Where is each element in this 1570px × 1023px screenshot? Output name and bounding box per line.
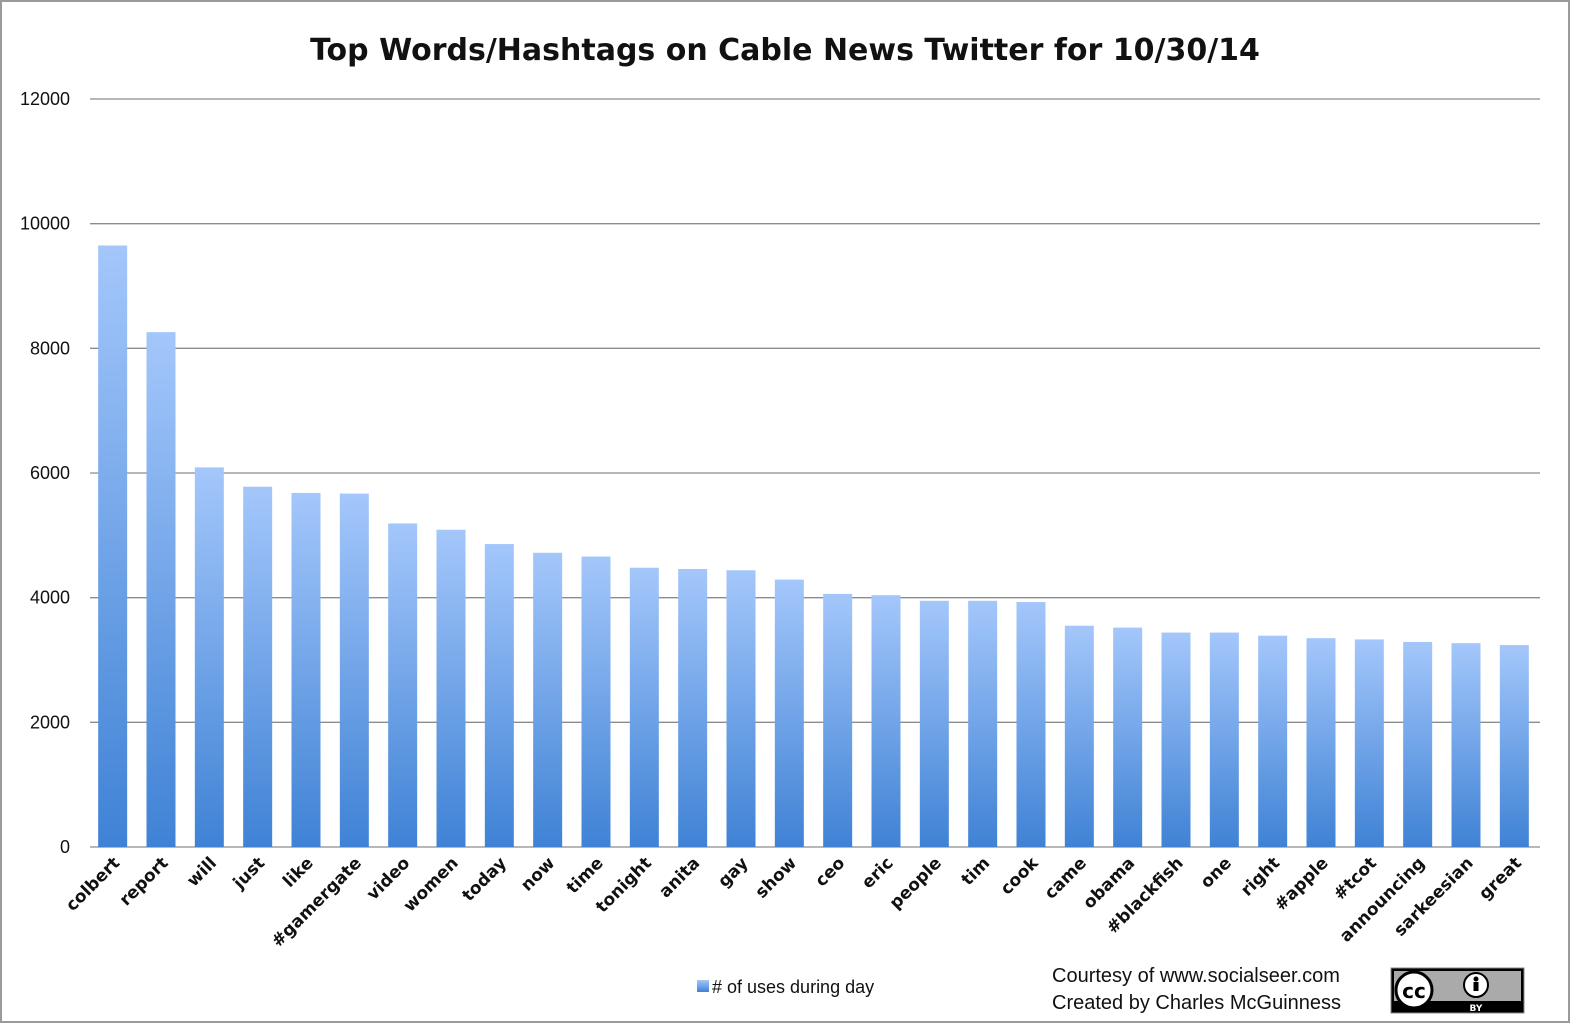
cc-by-icon: cc BY bbox=[1390, 967, 1525, 1014]
y-tick-label: 10000 bbox=[20, 214, 70, 234]
bar-colbert bbox=[98, 245, 128, 847]
y-tick-label: 2000 bbox=[30, 712, 70, 732]
bar-now bbox=[533, 552, 563, 847]
y-tick-label: 0 bbox=[60, 837, 70, 857]
x-tick-label: people bbox=[886, 853, 946, 913]
bar-time bbox=[581, 556, 611, 847]
gridlines bbox=[90, 98, 1540, 848]
bar-sarkeesian bbox=[1451, 643, 1481, 847]
x-tick-label: will bbox=[183, 853, 221, 891]
bar-right bbox=[1258, 635, 1288, 847]
x-tick-label: #apple bbox=[1271, 853, 1333, 915]
x-tick-label: eric bbox=[858, 853, 897, 892]
bar-announcing bbox=[1403, 641, 1433, 847]
bar-obama bbox=[1113, 627, 1143, 847]
legend-label: # of uses during day bbox=[712, 977, 874, 997]
y-axis-ticks: 0 2000 4000 6000 8000 10000 12000 bbox=[20, 89, 70, 857]
x-tick-label: announcing bbox=[1336, 853, 1429, 946]
x-tick-label: cook bbox=[997, 853, 1043, 899]
y-tick-label: 12000 bbox=[20, 89, 70, 109]
bar-tonight bbox=[629, 567, 659, 847]
bar-just bbox=[243, 486, 273, 847]
cc-by-text: BY bbox=[1470, 1004, 1483, 1014]
bar-women bbox=[436, 529, 466, 847]
x-tick-label: today bbox=[459, 853, 511, 905]
x-tick-label: one bbox=[1197, 853, 1236, 892]
credit-line-2: Created by Charles McGuinness bbox=[1052, 992, 1341, 1014]
bar-hashtag-blackfish bbox=[1161, 632, 1191, 847]
x-tick-label: colbert bbox=[62, 853, 124, 915]
x-tick-label: anita bbox=[655, 853, 704, 902]
bar-today bbox=[484, 544, 514, 847]
x-tick-label: great bbox=[1475, 853, 1526, 904]
x-tick-label: show bbox=[752, 853, 801, 902]
svg-text:cc: cc bbox=[1402, 979, 1426, 1003]
bar-show bbox=[774, 579, 804, 847]
bar-hashtag-apple bbox=[1306, 638, 1336, 847]
bar-anita bbox=[678, 568, 708, 847]
bar-hashtag-gamergate bbox=[339, 493, 369, 847]
y-tick-label: 8000 bbox=[30, 338, 70, 358]
bar-came bbox=[1064, 625, 1094, 847]
x-tick-label: ceo bbox=[812, 853, 850, 891]
x-tick-label: tim bbox=[958, 853, 995, 890]
legend: # of uses during day bbox=[697, 977, 874, 997]
bar-great bbox=[1499, 645, 1529, 847]
y-tick-label: 6000 bbox=[30, 463, 70, 483]
x-tick-label: gay bbox=[714, 853, 752, 891]
x-tick-label: just bbox=[229, 853, 269, 893]
bar-eric bbox=[871, 595, 901, 847]
bar-one bbox=[1209, 632, 1239, 847]
y-tick-label: 4000 bbox=[30, 588, 70, 608]
bar-cook bbox=[1016, 602, 1046, 847]
bar-gay bbox=[726, 570, 756, 847]
bar-hashtag-tcot bbox=[1354, 639, 1384, 847]
chart-title: Top Words/Hashtags on Cable News Twitter… bbox=[310, 33, 1260, 68]
bar-people bbox=[919, 600, 949, 847]
bar-report bbox=[146, 332, 176, 847]
x-tick-label: now bbox=[517, 853, 559, 895]
bar-video bbox=[388, 523, 418, 847]
x-tick-label: like bbox=[279, 853, 317, 891]
bar-will bbox=[194, 467, 224, 847]
x-tick-label: report bbox=[116, 853, 173, 910]
bar-ceo bbox=[823, 593, 853, 847]
bars bbox=[98, 245, 1529, 847]
x-tick-label: time bbox=[563, 853, 608, 898]
bar-like bbox=[291, 492, 321, 847]
bar-tim bbox=[968, 600, 998, 847]
legend-swatch bbox=[697, 980, 709, 992]
credit-line-1: Courtesy of www.socialseer.com bbox=[1052, 965, 1340, 987]
